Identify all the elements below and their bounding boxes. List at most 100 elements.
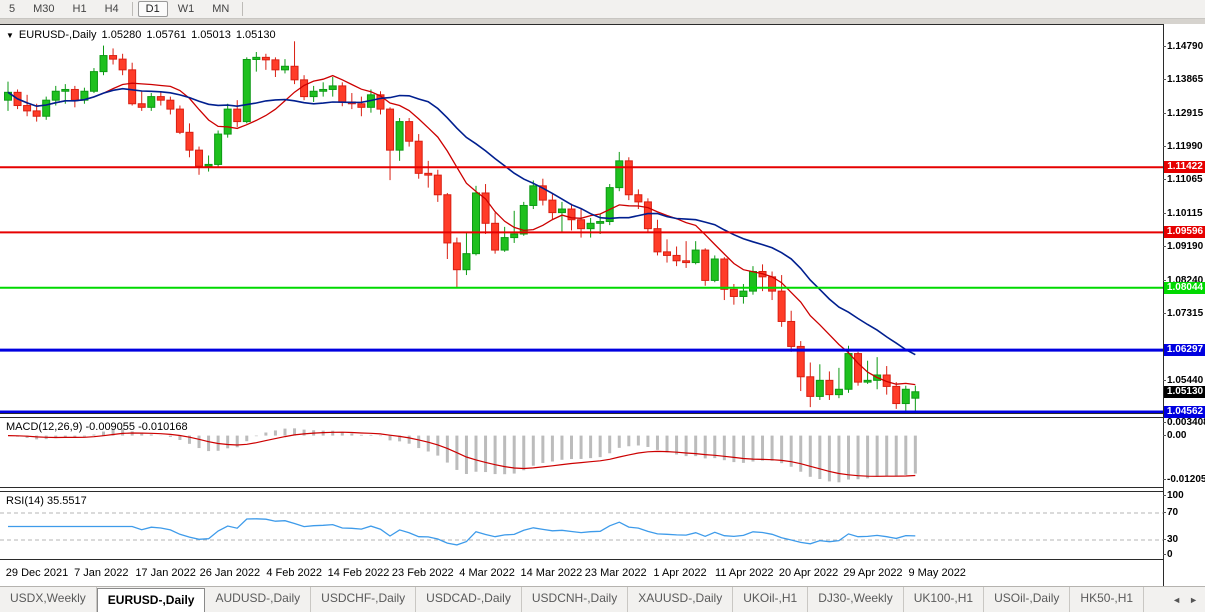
candle-up [500,237,509,251]
chart-tab-xauusd-daily[interactable]: XAUUSD-,Daily [628,587,734,612]
date-axis-label: 7 Jan 2022 [74,567,129,579]
chart-tab-ukoil-h1[interactable]: UKOil-,H1 [733,587,809,612]
candle-down [825,379,834,396]
candle-up [691,249,700,264]
chart-tab-audusd-daily[interactable]: AUDUSD-,Daily [205,587,312,612]
chart-tab-eurusd-daily[interactable]: EURUSD-,Daily [96,588,206,612]
candle-down [70,88,79,101]
rsi-axis-tick: 30 [1162,534,1179,545]
date-axis-label: 4 Feb 2022 [266,567,323,579]
price-axis-tick: 1.09190 [1162,240,1204,252]
macd-indicator-pane[interactable]: MACD(12,26,9) -0.009055 -0.010168 [0,417,1163,488]
tabs-scroll-left-icon[interactable]: ◄ [1172,595,1182,605]
slow-ma-line [7,87,916,356]
timeframe-button-h4[interactable]: H4 [104,3,119,15]
level-price-label: 1.08044 [1164,281,1205,294]
bar-close-value: 1.05130 [235,29,276,41]
candle-down [663,251,672,256]
date-axis-label: 26 Jan 2022 [199,567,261,579]
candle-down [386,108,395,151]
rsi-chart[interactable] [0,492,1163,559]
timeframe-button-d1[interactable]: D1 [137,1,168,17]
candle-down [653,228,662,253]
macd-chart[interactable] [0,418,1163,487]
toolbar-separator [131,2,133,16]
fast-ma-line [7,74,916,386]
candle-up [147,96,156,108]
candle-up [901,388,910,405]
chevron-down-icon[interactable]: ▼ [6,30,14,40]
candle-down [175,108,184,133]
price-axis-tick: 1.07315 [1162,307,1204,319]
date-axis-label: 14 Mar 2022 [520,567,583,579]
timeframe-button-5[interactable]: 5 [9,3,16,15]
candle-up [529,185,538,206]
candle-up [844,353,853,390]
candle-up [510,233,519,239]
candle-up [214,133,223,165]
price-axis-tick: 1.11990 [1163,140,1203,152]
date-axis-label: 4 Mar 2022 [459,567,515,579]
date-axis[interactable]: 29 Dec 2021 7 Jan 2022 17 Jan 2022 26 Jan 2… [0,563,1163,586]
candle-up [596,221,605,224]
candle-down [481,192,490,224]
price-axis-tick: 1.12915 [1162,107,1204,119]
candlestick-chart[interactable] [0,25,1163,413]
price-axis-tick: 1.11065 [1163,173,1203,185]
tabs-scroll-right-icon[interactable]: ► [1189,595,1198,605]
candle-up [51,90,60,101]
candle-down [357,103,366,108]
price-axis[interactable]: 1.14790 1.13865 1.12915 1.11990 1.11065 1.101… [1162,24,1205,586]
price-chart-pane[interactable]: ▼ EURUSD-,Daily 1.05280 1.05761 1.05013 … [0,24,1163,414]
candle-down [672,254,681,262]
candle-down [433,174,442,196]
candle-down [796,345,805,378]
level-price-label: 1.06297 [1164,344,1205,357]
candle-up [911,391,920,399]
candle-down [491,222,500,251]
chart-tab-usoil-daily[interactable]: USOil-,Daily [984,587,1071,612]
price-axis-tick: 1.14790 [1162,41,1204,52]
candle-down [32,110,41,117]
candle-up [309,90,318,98]
timeframe-button-mn[interactable]: MN [212,3,230,15]
date-axis-label: 9 May 2022 [908,567,966,579]
bar-open-value: 1.05280 [101,29,142,41]
chart-tab-usdx-weekly[interactable]: USDX,Weekly [0,587,97,612]
price-axis-tick: 1.08240 [1162,274,1204,286]
candle-up [242,58,251,123]
timeframe-button-m30[interactable]: M30 [33,3,55,15]
candle-down [376,94,385,110]
price-axis-tick: 1.10115 [1163,207,1203,219]
chart-tab-hk50-h1[interactable]: HK50-,H1 [1070,587,1145,612]
date-axis-label: 29 Apr 2022 [843,567,903,579]
candle-down [137,103,146,108]
rsi-line [8,518,916,546]
macd-axis-tick: -0.01205 [1162,473,1205,485]
timeframe-toolbar: 5 M30 H1 H4 D1 W1 MN [0,0,1205,19]
chart-tab-usdcnh-daily[interactable]: USDCNH-,Daily [522,587,629,612]
chart-tab-dj30-weekly[interactable]: DJ30-,Weekly [808,587,904,612]
candle-down [443,194,452,244]
macd-axis-tick: 0.00 [1162,429,1187,441]
candle-up [710,258,719,281]
macd-value: -0.009055 [85,421,136,433]
chart-tab-usdchf-daily[interactable]: USDCHF-,Daily [311,587,417,612]
timeframe-button-w1[interactable]: W1 [177,3,195,15]
candle-down [720,258,729,290]
rsi-indicator-pane[interactable]: RSI(14) 35.5517 [0,491,1163,560]
candle-down [109,55,118,60]
rsi-axis-tick: 0 [1163,549,1173,560]
date-axis-label: 23 Mar 2022 [584,567,647,579]
candle-up [815,379,824,397]
macd-axis-tick: 0.003408 [1163,417,1205,428]
date-axis-label: 29 Dec 2021 [5,567,69,579]
candle-down [634,194,643,203]
timeframe-button-h1[interactable]: H1 [72,3,87,15]
candle-down [729,288,738,297]
chart-tab-usdcad-daily[interactable]: USDCAD-,Daily [416,587,522,612]
candle-down [424,172,433,176]
candle-up [252,56,261,60]
chart-tab-uk100-h1[interactable]: UK100-,H1 [904,587,985,612]
macd-signal-value: -0.010168 [138,421,188,433]
